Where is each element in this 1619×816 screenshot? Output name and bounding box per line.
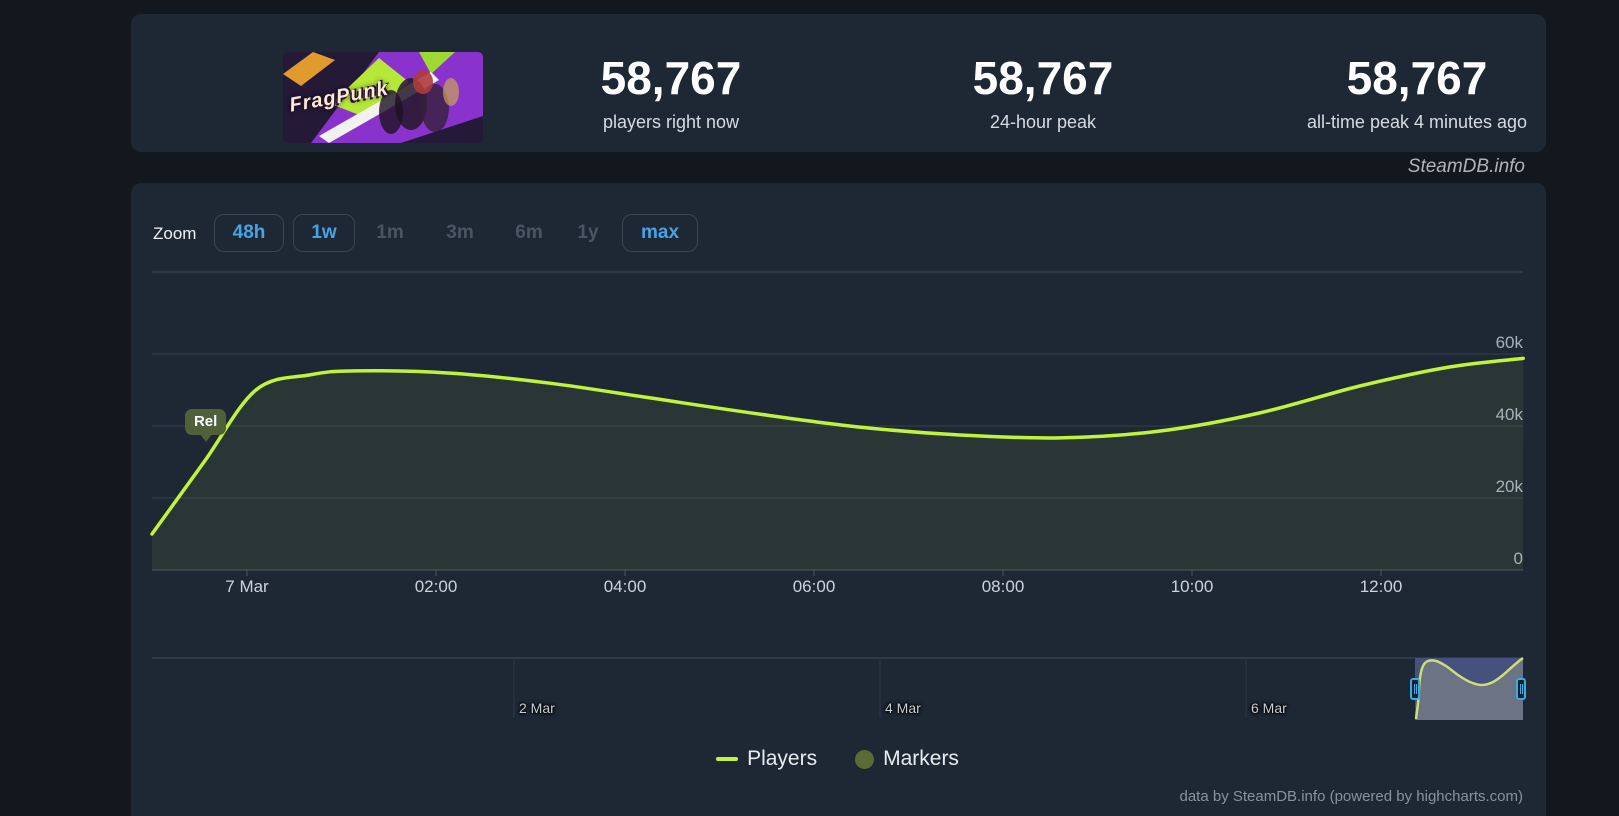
zoom-label: Zoom — [153, 224, 197, 243]
range-button-3m-disabled: 3m — [446, 222, 474, 243]
x-axis-label: 08:00 — [981, 577, 1025, 596]
peak-24h-label: 24-hour peak — [989, 112, 1097, 132]
x-axis-label: 10:00 — [1170, 577, 1214, 596]
highcharts-credit: data by SteamDB.info (powered by highcha… — [1179, 788, 1524, 805]
range-button-1w[interactable]: 1w — [293, 214, 355, 252]
navigator-axis-label: 2 Mar — [519, 700, 555, 716]
x-axis-label: 12:00 — [1359, 577, 1403, 596]
stat-alltime-peak: 58,767 all-time peak 4 minutes ago — [1237, 52, 1597, 133]
range-button-6m-disabled: 6m — [515, 222, 543, 243]
stat-24h-peak: 58,767 24-hour peak — [893, 52, 1193, 133]
game-capsule-graphic — [283, 52, 483, 143]
peak-24h-value: 58,767 — [972, 52, 1114, 104]
navigator-track[interactable] — [152, 658, 1523, 720]
chart-legend: Players Markers — [152, 747, 1523, 771]
players-now-label: players right now — [602, 112, 740, 132]
steamdb-watermark: SteamDB.info — [1407, 156, 1525, 177]
navigator-axis-label: 6 Mar — [1251, 700, 1287, 716]
y-axis-label: 0 — [1513, 549, 1523, 568]
alltime-peak-label: all-time peak 4 minutes ago — [1306, 112, 1528, 132]
chart-plot-area[interactable] — [152, 272, 1523, 570]
y-axis-label: 60k — [1495, 333, 1523, 352]
players-line-swatch — [716, 757, 739, 761]
legend-item-players[interactable]: Players — [716, 747, 817, 771]
x-axis-label: 06:00 — [792, 577, 836, 596]
navigator-left-handle[interactable] — [1410, 678, 1420, 700]
markers-circle-swatch — [855, 749, 875, 769]
y-axis-label: 20k — [1495, 477, 1523, 496]
legend-markers-label: Markers — [883, 747, 959, 770]
range-button-48h[interactable]: 48h — [214, 214, 284, 252]
legend-item-markers[interactable]: Markers — [855, 747, 959, 771]
x-axis-label: 7 Mar — [225, 577, 269, 596]
legend-players-label: Players — [747, 747, 818, 770]
x-axis-label: 02:00 — [414, 577, 458, 596]
navigator-right-handle[interactable] — [1516, 678, 1526, 700]
range-button-max[interactable]: max — [622, 214, 698, 252]
stat-players-now: 58,767 players right now — [521, 52, 821, 133]
y-axis-label: 40k — [1495, 405, 1523, 424]
navigator-axis-label: 4 Mar — [885, 700, 921, 716]
range-button-1y-disabled: 1y — [577, 222, 599, 243]
x-axis-label: 04:00 — [603, 577, 647, 596]
players-now-value: 58,767 — [600, 52, 742, 104]
navigator-selected-range[interactable] — [1415, 658, 1523, 720]
game-capsule-art: FragPunk — [283, 52, 483, 143]
header-panel: FragPunk 58,767 players right now 58,767… — [131, 14, 1546, 152]
alltime-peak-value: 58,767 — [1346, 52, 1488, 104]
release-marker-badge[interactable]: Rel — [184, 409, 227, 442]
range-button-1m-disabled: 1m — [376, 222, 404, 243]
